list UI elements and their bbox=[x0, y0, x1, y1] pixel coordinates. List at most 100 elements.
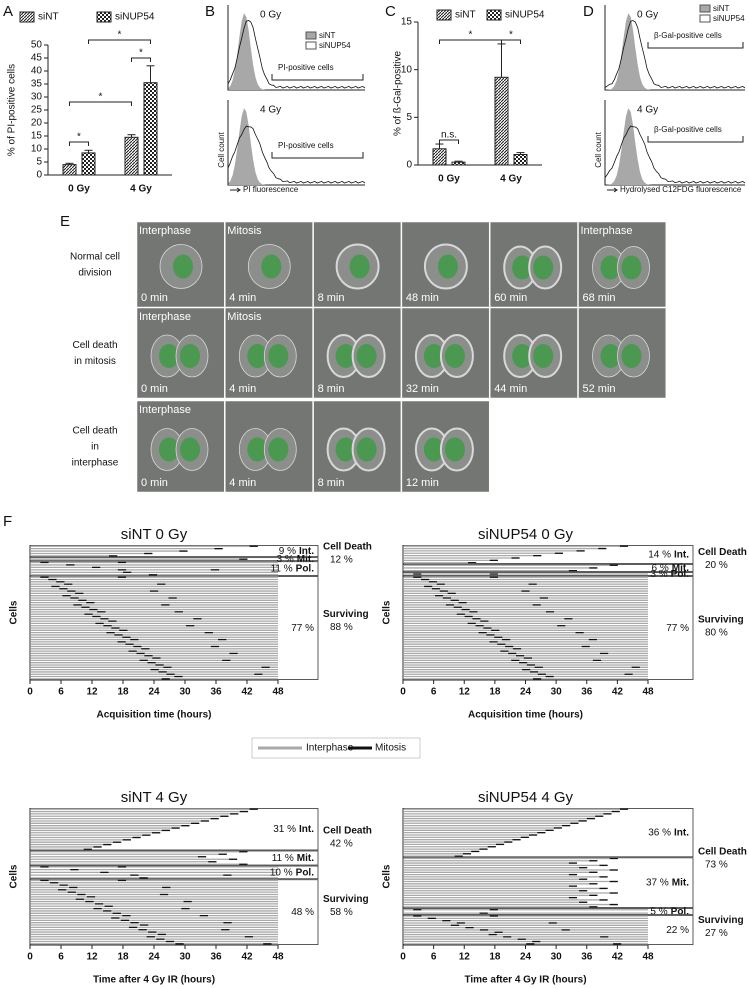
nucleus bbox=[247, 437, 268, 462]
error-bar bbox=[516, 152, 525, 155]
fate-section bbox=[402, 564, 694, 572]
x-tick-label: 4 Gy bbox=[130, 184, 152, 195]
dose-label: 0 Gy bbox=[637, 10, 658, 21]
y-axis-label: % of ß-Gal-positive bbox=[393, 51, 404, 136]
time-label: 0 min bbox=[141, 292, 168, 304]
fate-section bbox=[402, 914, 694, 945]
fate-name: Pol. bbox=[671, 906, 690, 917]
fate-section bbox=[29, 545, 319, 558]
y-axis-label: Cells bbox=[9, 864, 20, 888]
fate-section bbox=[29, 561, 319, 576]
nucleus bbox=[423, 344, 444, 368]
fate-name: Mit. bbox=[672, 563, 689, 574]
x-tick-label: 30 bbox=[551, 687, 563, 698]
fate-percent: 5 % Pol. bbox=[650, 906, 689, 917]
legend-label: siNT bbox=[38, 12, 59, 23]
fate-section bbox=[402, 808, 694, 858]
x-tick-label: 36 bbox=[210, 687, 222, 698]
time-label: 44 min bbox=[494, 383, 527, 395]
fate-group-percent: 27 % bbox=[705, 928, 728, 939]
significance-bracket bbox=[131, 57, 151, 62]
significance-label: * bbox=[77, 132, 81, 143]
error-bar bbox=[84, 149, 93, 153]
x-tick-label: 24 bbox=[520, 952, 532, 963]
y-tick-label: 15 bbox=[401, 17, 413, 28]
nucleus bbox=[159, 437, 179, 462]
fate-group-label: Cell Death bbox=[698, 847, 747, 858]
bar bbox=[143, 82, 158, 176]
fate-percent: 36 % Int. bbox=[648, 827, 689, 838]
x-axis-label: Acquisition time (hours) bbox=[97, 710, 212, 721]
y-tick-label: 10 bbox=[401, 64, 413, 75]
time-label: 4 min bbox=[229, 477, 256, 489]
fate-group-percent: 20 % bbox=[705, 560, 728, 571]
x-tick-label: 42 bbox=[612, 952, 624, 963]
fate-name: Int. bbox=[299, 546, 314, 557]
x-tick-label: 48 bbox=[642, 687, 654, 698]
x-tick-label: 12 bbox=[86, 952, 98, 963]
fate-value-label: 22 % bbox=[666, 925, 689, 936]
histogram-gray bbox=[228, 13, 365, 91]
nucleus bbox=[180, 437, 200, 462]
legend-box bbox=[251, 737, 421, 759]
x-tick-label: 0 bbox=[27, 952, 33, 963]
fate-percent: 11 % Pol. bbox=[271, 563, 315, 574]
time-label: 68 min bbox=[583, 292, 616, 304]
fate-section bbox=[29, 879, 319, 945]
bar bbox=[432, 148, 447, 166]
significance-bracket bbox=[88, 39, 151, 44]
row-label: Cell death in mitosis bbox=[72, 340, 117, 367]
significance-label: * bbox=[509, 30, 513, 41]
time-label: 8 min bbox=[318, 477, 345, 489]
fate-group-label: Surviving bbox=[698, 615, 744, 626]
panel-letter: A bbox=[3, 3, 13, 20]
phase-label: Mitosis bbox=[227, 311, 262, 323]
fate-name: Pol. bbox=[296, 867, 315, 878]
significance-label: * bbox=[118, 30, 122, 41]
fate-percent: 10 % Pol. bbox=[270, 867, 314, 878]
x-axis-label: Hydrolysed C12FDG fluorescence bbox=[620, 185, 742, 194]
fate-percent: 77 % bbox=[666, 623, 689, 634]
x-tick-label: 24 bbox=[148, 687, 160, 698]
y-tick-label: 25 bbox=[31, 105, 43, 116]
fate-name: Mit. bbox=[297, 554, 314, 565]
histogram-outline bbox=[604, 20, 746, 90]
time-label: 52 min bbox=[583, 383, 616, 395]
legend-label: siNUP54 bbox=[713, 14, 745, 23]
time-label: 12 min bbox=[406, 477, 439, 489]
nucleus bbox=[444, 344, 465, 368]
y-tick-label: 20 bbox=[31, 118, 43, 129]
fate-percent: 77 % bbox=[291, 623, 314, 634]
nucleus bbox=[356, 344, 377, 368]
fate-section bbox=[402, 545, 694, 564]
fate-percent: 14 % Int. bbox=[648, 549, 689, 560]
bar bbox=[124, 136, 139, 176]
fate-value-label: 3 % bbox=[277, 554, 294, 565]
time-label: 4 min bbox=[229, 292, 256, 304]
fate-group-percent: 80 % bbox=[705, 628, 728, 639]
time-label: 8 min bbox=[318, 292, 345, 304]
legend-label: siNT bbox=[319, 31, 336, 40]
plot-title: siNT 0 Gy bbox=[121, 526, 188, 543]
nucleus bbox=[335, 437, 356, 462]
x-tick-label: 6 bbox=[58, 687, 64, 698]
gate bbox=[647, 42, 744, 49]
nucleus bbox=[600, 255, 621, 280]
time-label: 8 min bbox=[318, 383, 345, 395]
error-bar bbox=[127, 134, 136, 138]
legend-label: siNUP54 bbox=[505, 10, 545, 21]
fate-section bbox=[29, 850, 319, 866]
panel-letter: D bbox=[583, 3, 594, 20]
x-tick-label: 30 bbox=[179, 687, 191, 698]
fate-section bbox=[29, 865, 319, 880]
bar bbox=[81, 152, 96, 176]
x-tick-label: 0 bbox=[400, 952, 406, 963]
x-axis-label: Acquisition time (hours) bbox=[468, 710, 583, 721]
fate-name: Int. bbox=[299, 824, 314, 835]
x-tick-label: 12 bbox=[459, 952, 471, 963]
nucleus bbox=[621, 255, 642, 280]
bar bbox=[451, 161, 466, 166]
significance-label: * bbox=[469, 30, 473, 41]
gate bbox=[647, 136, 744, 143]
panel-letter: E bbox=[60, 213, 70, 230]
